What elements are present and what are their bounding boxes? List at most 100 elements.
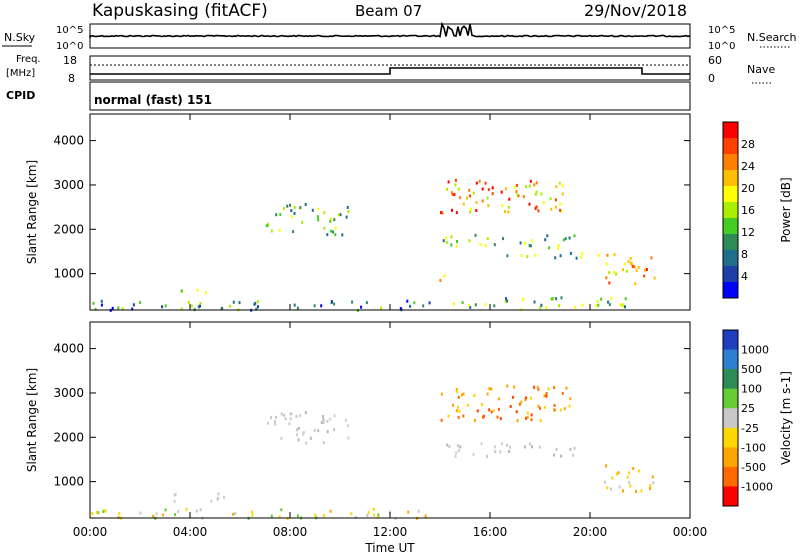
velocity-echo-cell bbox=[278, 515, 281, 519]
velocity-echo-cell bbox=[373, 513, 375, 517]
power-echo-cell bbox=[528, 202, 531, 206]
velocity-echo-cell bbox=[317, 429, 320, 433]
x-tick-label: 20:00 bbox=[573, 525, 608, 539]
velocity-echo-cell bbox=[297, 438, 300, 442]
velocity-echo-cell bbox=[284, 417, 287, 421]
velocity-echo-cell bbox=[508, 449, 510, 453]
freq-tick-bottom: 8 bbox=[68, 72, 75, 85]
power-echo-cell bbox=[333, 302, 336, 306]
freq-trace bbox=[90, 67, 690, 75]
power-echo-cell bbox=[537, 209, 540, 213]
power-echo-cell bbox=[548, 246, 551, 250]
power-echo-cell bbox=[351, 300, 354, 304]
power-echo-cell bbox=[645, 268, 648, 271]
velocity-echo-cell bbox=[173, 500, 176, 503]
power-echo-cell bbox=[559, 254, 562, 258]
power-echo-cell bbox=[561, 192, 564, 196]
power-echo-cell bbox=[131, 307, 134, 311]
power-echo-cell bbox=[442, 239, 445, 243]
power-echo-cell bbox=[534, 206, 537, 210]
velocity-echo-cell bbox=[232, 512, 235, 516]
power-panel: 1000 2000 3000 4000 Slant Range [km] 28 24 20 16… bbox=[25, 113, 793, 312]
velocity-echo-cell bbox=[289, 412, 292, 416]
power-echo-cell bbox=[205, 291, 207, 295]
velocity-echo-cell bbox=[498, 397, 501, 401]
velocity-echo-cell bbox=[568, 404, 571, 408]
x-tick-label: 04:00 bbox=[173, 525, 208, 539]
power-echo-cell bbox=[634, 282, 637, 286]
power-echo-cell bbox=[121, 307, 124, 311]
power-echo-cell bbox=[573, 234, 576, 238]
power-echo-cell bbox=[347, 210, 350, 213]
velocity-echo-cell bbox=[501, 442, 503, 446]
velocity-echo-cell bbox=[460, 393, 463, 397]
power-echo-cell bbox=[525, 185, 527, 189]
power-echo-cell bbox=[557, 246, 559, 250]
power-echo-cell bbox=[619, 303, 622, 307]
power-echo-cell bbox=[441, 211, 444, 215]
power-echo-cell bbox=[326, 233, 329, 237]
velocity-echo-cell bbox=[185, 507, 188, 511]
power-echo-cell bbox=[290, 215, 293, 219]
velocity-echo-cell bbox=[162, 513, 165, 517]
nsearch-tick-bottom: 10^0 bbox=[708, 41, 735, 52]
velocity-echo-cell bbox=[152, 514, 155, 518]
velocity-echo-cell bbox=[234, 512, 237, 516]
power-echo-cell bbox=[267, 223, 270, 227]
velocity-echo-cell bbox=[118, 512, 121, 515]
power-echo-cell bbox=[455, 244, 458, 248]
y-tick-label: 4000 bbox=[53, 342, 84, 356]
velocity-echo-cell bbox=[296, 428, 298, 432]
power-echo-cell bbox=[508, 197, 511, 201]
power-echo-cell bbox=[333, 218, 336, 222]
colorbar-tick-label: -100 bbox=[741, 441, 766, 454]
y-axis-title: Slant Range [km] bbox=[25, 368, 39, 472]
velocity-echo-cell bbox=[515, 410, 518, 414]
power-echo-cell bbox=[117, 306, 120, 310]
velocity-echo-cell bbox=[354, 515, 357, 519]
velocity-echo-cell bbox=[651, 475, 654, 479]
velocity-echo-cell bbox=[344, 418, 347, 422]
velocity-echo-cell bbox=[366, 514, 369, 517]
power-echo-cell bbox=[320, 304, 323, 308]
velocity-echo-cell bbox=[516, 419, 519, 423]
power-echo-cell bbox=[557, 244, 560, 248]
velocity-echo-cell bbox=[297, 426, 300, 430]
velocity-echo-cell bbox=[605, 464, 608, 468]
colorbar-tick-label: -500 bbox=[741, 461, 766, 474]
velocity-echo-cell bbox=[333, 428, 335, 432]
power-echo-cell bbox=[481, 199, 484, 203]
power-echo-cell bbox=[555, 297, 558, 301]
power-echo-cell bbox=[339, 213, 342, 217]
power-echo-cell bbox=[317, 218, 320, 222]
velocity-echo-cell bbox=[476, 409, 479, 413]
power-echo-cell bbox=[625, 269, 628, 273]
colorbar-tick-label: -25 bbox=[741, 422, 759, 435]
cpid-frame bbox=[89, 81, 691, 111]
velocity-echo-cell bbox=[139, 511, 142, 515]
velocity-echo-cell bbox=[482, 415, 484, 419]
velocity-echo-cell bbox=[496, 415, 499, 419]
power-echo-cell bbox=[478, 179, 481, 183]
power-echo-cell bbox=[466, 196, 468, 200]
power-echo-cell bbox=[544, 238, 547, 242]
colorbar-segment bbox=[723, 282, 738, 299]
velocity-echo-cell bbox=[251, 510, 253, 514]
velocity-echo-cell bbox=[377, 513, 380, 517]
power-echo-cell bbox=[535, 181, 538, 185]
velocity-echo-cell bbox=[251, 513, 254, 517]
colorbar-segment bbox=[723, 486, 738, 507]
power-echo-cell bbox=[293, 212, 296, 215]
velocity-echo-cell bbox=[652, 481, 655, 485]
power-echo-cell bbox=[323, 211, 326, 215]
velocity-echo-cell bbox=[530, 418, 533, 422]
power-echo-cell bbox=[500, 190, 503, 194]
velocity-echo-cell bbox=[446, 443, 449, 447]
power-echo-cell bbox=[622, 304, 625, 308]
power-echo-cell bbox=[558, 181, 561, 185]
power-echo-cell bbox=[440, 211, 443, 215]
power-echo-cell bbox=[413, 301, 416, 305]
velocity-echo-cell bbox=[603, 480, 606, 484]
power-echo-cell bbox=[289, 203, 291, 207]
